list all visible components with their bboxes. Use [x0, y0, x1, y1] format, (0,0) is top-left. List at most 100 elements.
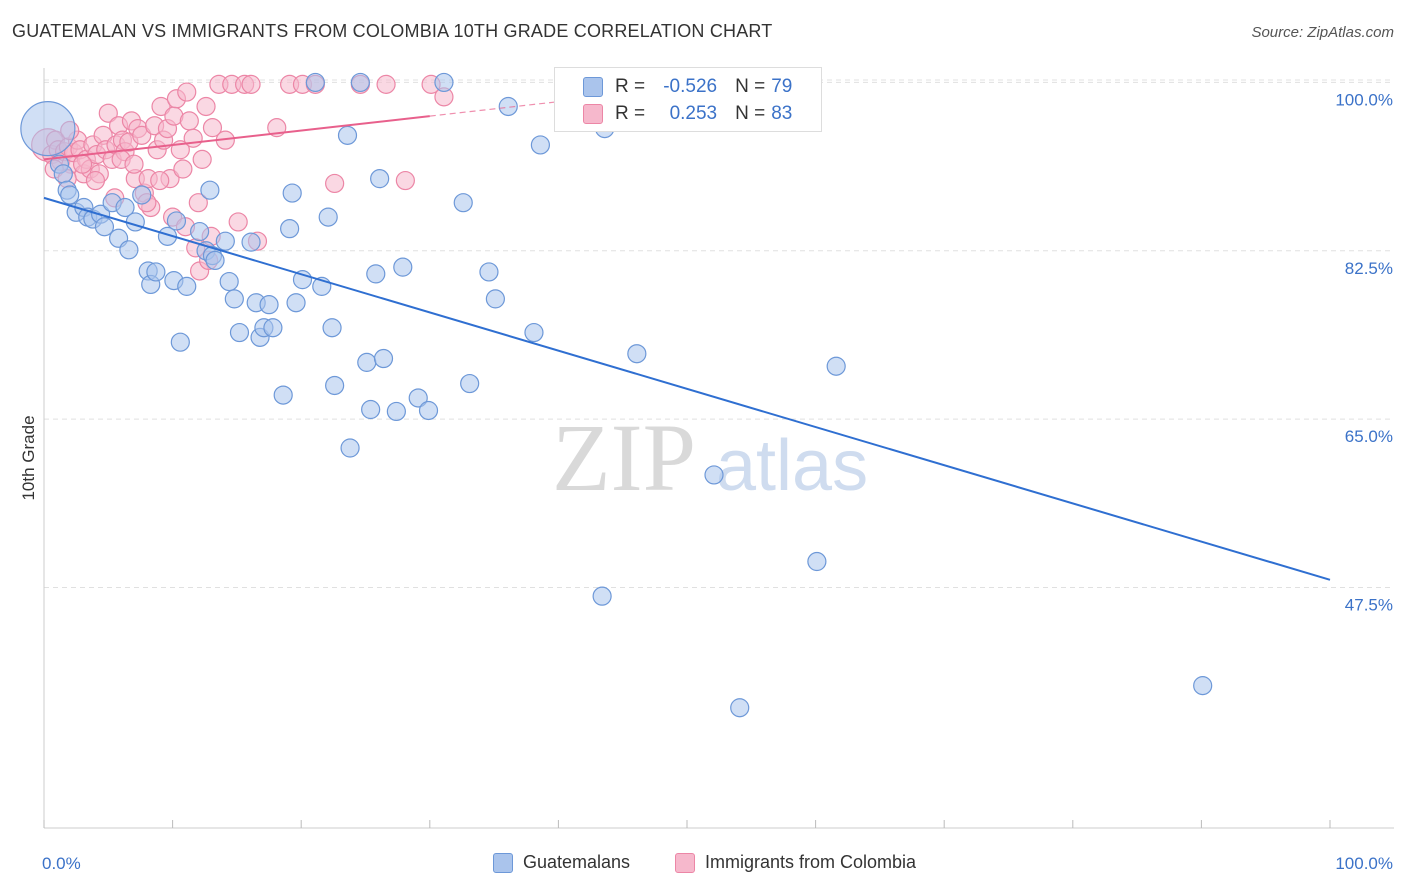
- guatemalan-point: [263, 318, 283, 338]
- y-axis-title: 10th Grade: [19, 415, 38, 500]
- chart-title: GUATEMALAN VS IMMIGRANTS FROM COLOMBIA 1…: [12, 21, 773, 41]
- guatemalan-point: [322, 318, 342, 338]
- guatemalan-point: [190, 221, 210, 242]
- guatemalans-trend-line: [43, 196, 1331, 581]
- stats-n-label: N =: [735, 76, 766, 97]
- guatemalan-point: [241, 232, 261, 252]
- guatemalan-point: [460, 373, 480, 394]
- guatemalan-point: [498, 96, 518, 117]
- guatemalan-point: [340, 438, 360, 458]
- legend-item-colombia[interactable]: Immigrants from Colombia: [675, 852, 916, 873]
- colombia-point: [179, 111, 199, 131]
- colombia-point: [177, 82, 197, 102]
- guatemalan-point: [373, 348, 394, 369]
- axes: [43, 68, 1394, 829]
- colombia-point: [183, 128, 203, 148]
- colombia-point: [376, 74, 396, 94]
- colombia-point: [188, 193, 208, 213]
- guatemalan-point: [125, 212, 145, 232]
- stats-r-value: 0.253: [669, 103, 718, 124]
- stats-legend: R = -0.526 N = 79 R = 0.253 N = 83: [554, 67, 822, 132]
- colombia-point: [192, 149, 212, 169]
- colombia-point: [395, 170, 415, 191]
- legend-swatch-guatemalans: [493, 852, 513, 873]
- legend-swatch-colombia: [675, 852, 695, 873]
- stats-r-value: -0.526: [663, 76, 718, 97]
- guatemalan-point: [280, 219, 300, 239]
- colombia-point: [151, 96, 171, 117]
- guatemalan-point: [408, 388, 428, 408]
- guatemalan-point: [453, 193, 473, 213]
- guatemalan-point: [826, 356, 846, 376]
- x-tick-label: 0.0%: [42, 854, 81, 873]
- colombia-point: [98, 103, 118, 123]
- guatemalan-point: [479, 262, 499, 282]
- colombia-point: [85, 170, 106, 191]
- series-guatemalans-points: [20, 72, 1213, 718]
- watermark-atlas: atlas: [716, 426, 868, 506]
- guatemalan-point: [119, 240, 139, 260]
- guatemalan-point: [386, 401, 406, 422]
- guatemalan-point: [170, 332, 190, 352]
- guatemalan-point: [259, 295, 279, 315]
- watermark: ZIP atlas: [552, 404, 868, 511]
- stats-r-label: R =: [615, 103, 646, 124]
- colombia-point: [202, 118, 223, 138]
- legend-label-colombia: Immigrants from Colombia: [705, 852, 917, 872]
- guatemalan-point: [350, 72, 370, 93]
- guatemalan-point: [318, 207, 338, 227]
- stats-swatch-guatemalans: [583, 77, 603, 97]
- y-tick-label: 100.0%: [1335, 90, 1393, 109]
- guatemalan-point: [807, 551, 827, 572]
- guatemalan-point: [485, 289, 505, 309]
- guatemalan-point: [132, 185, 152, 205]
- y-tick-label: 82.5%: [1345, 259, 1393, 278]
- guatemalan-point: [305, 72, 325, 93]
- stats-row-guatemalans: R = -0.526 N = 79: [615, 73, 792, 101]
- guatemalan-point: [361, 399, 381, 420]
- bottom-legend: Guatemalans Immigrants from Colombia: [0, 852, 1406, 878]
- guatemalan-point: [177, 276, 197, 296]
- x-tick-label: 100.0%: [1335, 854, 1393, 873]
- guatemalan-point: [524, 322, 544, 343]
- stats-n-value: 83: [771, 103, 793, 124]
- colombia-trend-line: [43, 115, 430, 161]
- guatemalan-point: [1193, 676, 1213, 696]
- colombia-point: [196, 96, 216, 117]
- stats-swatch-colombia: [583, 104, 603, 124]
- guatemalan-point: [434, 72, 454, 93]
- legend-item-guatemalans[interactable]: Guatemalans: [493, 852, 630, 873]
- trend-lines: [43, 101, 1331, 581]
- stats-n-label: N =: [735, 103, 766, 124]
- guatemalan-point: [200, 180, 220, 200]
- guatemalan-point: [224, 289, 244, 309]
- watermark-zip: ZIP: [552, 404, 696, 511]
- guatemalan-point: [273, 385, 293, 405]
- guatemalan-point: [357, 352, 377, 372]
- y-tick-label: 65.0%: [1345, 427, 1393, 446]
- guatemalan-point: [286, 293, 306, 313]
- colombia-point: [228, 212, 248, 232]
- guatemalan-point: [393, 257, 413, 277]
- guatemalan-point: [20, 101, 76, 157]
- guatemalan-point: [146, 262, 166, 282]
- guatemalan-point: [115, 197, 135, 218]
- guatemalan-point: [627, 344, 647, 364]
- legend-label-guatemalans: Guatemalans: [523, 852, 631, 872]
- series-colombia-points: [31, 74, 454, 281]
- guatemalan-point: [229, 322, 250, 343]
- guatemalan-point: [418, 400, 439, 421]
- colombia-point: [132, 125, 152, 145]
- guatemalan-point: [282, 183, 302, 203]
- guatemalan-point: [205, 250, 225, 271]
- guatemalan-point: [730, 698, 750, 718]
- source-label: Source: ZipAtlas.com: [1251, 24, 1394, 41]
- colombia-point: [241, 74, 261, 94]
- guatemalan-point: [166, 211, 187, 231]
- guatemalan-point: [94, 217, 115, 237]
- stats-n-value: 79: [771, 76, 793, 97]
- stats-r-label: R =: [615, 76, 646, 97]
- colombia-trend-extension: [429, 101, 559, 117]
- colombia-point: [124, 154, 144, 174]
